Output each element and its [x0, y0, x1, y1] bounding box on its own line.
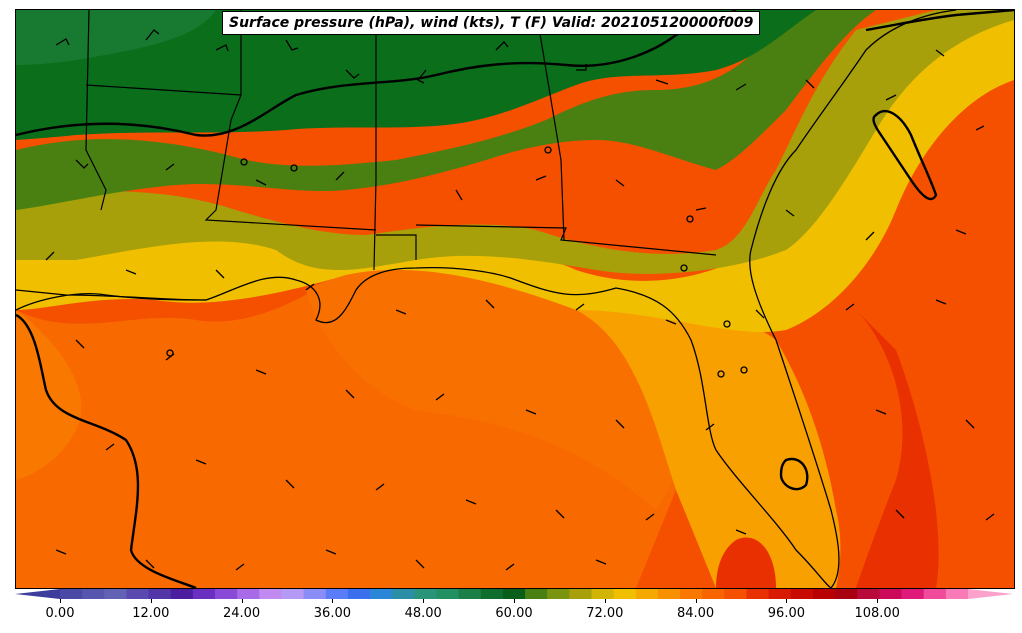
colorbar-swatch	[812, 589, 836, 599]
atlantic-warm-band	[856, 310, 939, 588]
temperature-band-green	[16, 10, 1014, 210]
colorbar-swatch	[281, 589, 305, 599]
colorbar-swatch	[657, 589, 681, 599]
colorbar-swatch	[215, 589, 238, 599]
colorbar-swatch	[569, 589, 593, 599]
colorbar-tick-label: 12.00	[132, 606, 170, 621]
colorbar-tick-mark	[877, 599, 879, 603]
colorbar-swatch	[480, 589, 504, 599]
colorbar-swatch	[436, 589, 460, 599]
colorbar-swatch	[724, 589, 748, 599]
colorbar-swatch	[126, 589, 150, 599]
colorbar-swatch	[60, 589, 83, 599]
colorbar-swatch	[591, 589, 615, 599]
colorbar-extend-low	[15, 589, 60, 599]
colorbar-swatch	[613, 589, 637, 599]
colorbar-swatch	[879, 589, 903, 599]
colorbar-swatch	[901, 589, 925, 599]
colorbar	[15, 589, 1013, 599]
colorbar-extend-high	[968, 589, 1013, 599]
colorbar-swatch	[857, 589, 880, 599]
colorbar-swatch	[303, 589, 327, 599]
colorbar-swatch	[945, 589, 969, 599]
colorbar-swatch	[790, 589, 814, 599]
colorbar-swatch	[525, 589, 548, 599]
colorbar-tick-mark	[60, 599, 61, 603]
colorbar-swatch	[502, 589, 526, 599]
colorbar-tick-label: 72.00	[586, 606, 624, 621]
colorbar-tick-mark	[423, 599, 425, 603]
colorbar-swatch	[458, 589, 482, 599]
colorbar-tick-label: 108.00	[854, 606, 900, 621]
colorbar-tick-label: 48.00	[404, 606, 442, 621]
colorbar-tick-mark	[604, 599, 606, 603]
colorbar-swatch	[680, 589, 703, 599]
colorbar-tick-mark	[514, 599, 515, 603]
temperature-band-dark-green	[16, 10, 816, 140]
gulf-band	[306, 266, 685, 510]
colorbar-swatch	[82, 589, 105, 599]
map-canvas	[16, 10, 1014, 588]
colorbar-tick-label: 60.00	[495, 606, 533, 621]
colorbar-tick-label: 84.00	[676, 606, 715, 621]
colorbar-swatch	[170, 589, 194, 599]
colorbar-tick-mark	[150, 599, 152, 603]
colorbar-swatch	[370, 589, 393, 599]
colorbar-tick-mark	[695, 599, 697, 603]
colorbar-swatch	[325, 589, 349, 599]
colorbar-tick-label: 24.00	[222, 606, 261, 621]
colorbar-swatch	[768, 589, 792, 599]
map-title: Surface pressure (hPa), wind (kts), T (F…	[222, 11, 761, 35]
colorbar-tick-mark	[241, 599, 243, 603]
colorbar-swatch	[635, 589, 659, 599]
colorbar-swatch	[547, 589, 570, 599]
colorbar-swatch	[746, 589, 770, 599]
colorbar-swatch	[192, 589, 216, 599]
colorbar-swatch	[148, 589, 172, 599]
isobars	[16, 10, 1014, 588]
colorbar-swatch	[392, 589, 415, 599]
colorbar-swatch	[835, 589, 858, 599]
colorbar-swatch	[923, 589, 947, 599]
coastline	[16, 10, 957, 588]
map-panel	[15, 9, 1015, 589]
colorbar-swatch	[702, 589, 725, 599]
colorbar-tick-label: 0.00	[45, 606, 75, 621]
wind-barbs	[45, 29, 995, 571]
colorbar-tick-label: 96.00	[767, 606, 805, 621]
colorbar-swatch	[237, 589, 260, 599]
colorbar-swatch	[104, 589, 127, 599]
colorbar-swatch	[259, 589, 282, 599]
colorbar-tick-label: 36.00	[313, 606, 351, 621]
colorbar-swatch	[414, 589, 437, 599]
florida-band	[576, 306, 841, 588]
colorbar-swatch	[347, 589, 371, 599]
city-markers	[166, 146, 748, 378]
temperature-band-olive	[16, 10, 1014, 274]
colorbar-tick-mark	[332, 599, 334, 603]
colorbar-tick-mark	[786, 599, 788, 603]
